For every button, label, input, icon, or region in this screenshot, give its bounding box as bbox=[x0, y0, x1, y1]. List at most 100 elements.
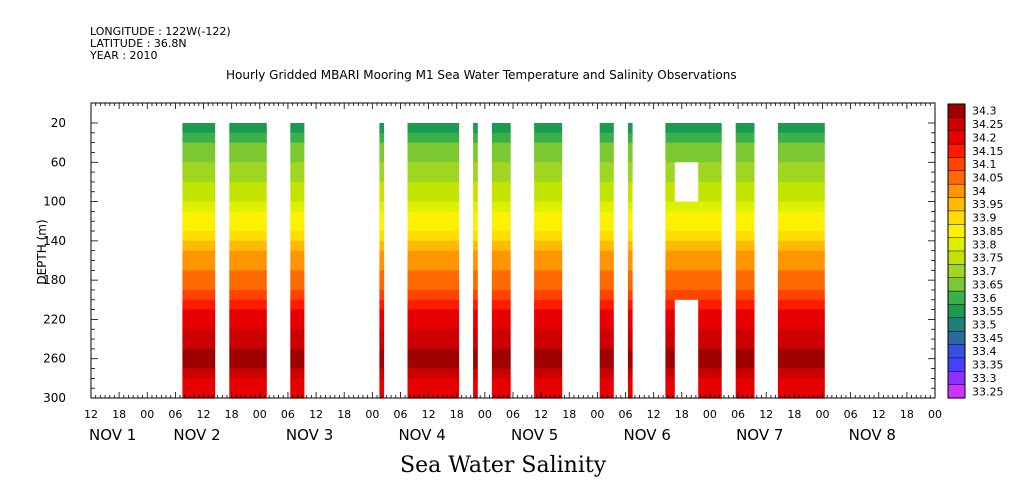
salinity-cell bbox=[407, 152, 460, 163]
salinity-cell bbox=[182, 172, 216, 183]
x-tick-label: 06 bbox=[281, 408, 295, 421]
salinity-cell bbox=[182, 299, 216, 311]
legend-swatch bbox=[947, 143, 966, 158]
x-tick-label: 06 bbox=[506, 408, 520, 421]
salinity-cell bbox=[534, 368, 563, 379]
x-day-label: NOV 7 bbox=[736, 426, 783, 444]
y-tick-label: 60 bbox=[51, 155, 66, 169]
salinity-cell bbox=[777, 240, 825, 252]
x-tick-label: 00 bbox=[253, 408, 267, 421]
data-segment bbox=[182, 123, 216, 399]
salinity-cell bbox=[599, 299, 614, 311]
salinity-cell bbox=[665, 290, 722, 301]
salinity-cell bbox=[777, 388, 825, 399]
salinity-cell bbox=[735, 368, 755, 379]
salinity-cell bbox=[534, 329, 563, 340]
data-segment bbox=[290, 123, 305, 399]
salinity-cell bbox=[665, 142, 722, 153]
salinity-cell bbox=[379, 319, 385, 330]
salinity-cell bbox=[665, 132, 722, 144]
legend-swatch bbox=[947, 277, 966, 292]
data-segment bbox=[534, 123, 563, 399]
salinity-cell bbox=[473, 201, 478, 212]
data-segment bbox=[473, 123, 478, 399]
salinity-cell bbox=[735, 270, 755, 281]
salinity-cell bbox=[627, 388, 633, 399]
x-tick-label: 12 bbox=[872, 408, 886, 421]
longitude-label: LONGITUDE : 122W(-122) bbox=[90, 25, 231, 38]
salinity-cell bbox=[777, 280, 825, 291]
salinity-cell bbox=[290, 181, 305, 193]
salinity-cell bbox=[534, 299, 563, 311]
salinity-cell bbox=[735, 142, 755, 153]
salinity-cell bbox=[534, 123, 563, 134]
salinity-cell bbox=[290, 339, 305, 350]
salinity-cell bbox=[290, 152, 305, 163]
salinity-cell bbox=[735, 181, 755, 193]
salinity-cell bbox=[534, 132, 563, 144]
salinity-cell bbox=[491, 152, 511, 163]
salinity-cell bbox=[627, 181, 633, 193]
salinity-cell bbox=[290, 388, 305, 399]
salinity-cell bbox=[599, 378, 614, 389]
legend-swatch bbox=[947, 237, 966, 252]
salinity-cell bbox=[407, 201, 460, 212]
x-tick-label: 12 bbox=[197, 408, 211, 421]
x-tick-label: 00 bbox=[140, 408, 154, 421]
salinity-cell bbox=[777, 123, 825, 134]
salinity-cell bbox=[473, 309, 478, 320]
salinity-cell bbox=[379, 191, 385, 203]
legend-swatch bbox=[947, 250, 966, 265]
salinity-cell bbox=[665, 201, 722, 212]
salinity-cell bbox=[379, 172, 385, 183]
salinity-cell bbox=[599, 181, 614, 193]
legend-label: 34.15 bbox=[972, 145, 1004, 158]
salinity-cell bbox=[777, 250, 825, 262]
salinity-cell bbox=[407, 181, 460, 193]
salinity-cell bbox=[735, 123, 755, 134]
salinity-cell bbox=[379, 123, 385, 134]
salinity-cell bbox=[407, 358, 460, 370]
salinity-cell bbox=[534, 270, 563, 281]
salinity-cell bbox=[534, 240, 563, 252]
data-segment bbox=[379, 123, 385, 399]
salinity-cell bbox=[491, 260, 511, 271]
salinity-cell bbox=[534, 280, 563, 291]
salinity-cell bbox=[229, 378, 267, 389]
salinity-cell bbox=[735, 358, 755, 370]
salinity-cell bbox=[735, 339, 755, 350]
salinity-cell bbox=[491, 123, 511, 134]
legend-label: 34 bbox=[972, 185, 986, 198]
salinity-cell bbox=[735, 260, 755, 271]
salinity-cell bbox=[182, 191, 216, 203]
salinity-cell bbox=[599, 329, 614, 340]
salinity-cell bbox=[491, 211, 511, 222]
legend-swatch bbox=[947, 103, 966, 118]
salinity-cell bbox=[491, 348, 511, 360]
year-label: YEAR : 2010 bbox=[90, 49, 158, 62]
salinity-cell bbox=[777, 339, 825, 350]
salinity-cell bbox=[229, 231, 267, 242]
salinity-cell bbox=[599, 142, 614, 153]
salinity-cell bbox=[182, 290, 216, 301]
missing-data-gap bbox=[674, 299, 699, 398]
y-tick-label: 100 bbox=[43, 195, 66, 209]
legend-label: 33.7 bbox=[972, 265, 997, 278]
x-day-label: NOV 2 bbox=[173, 426, 220, 444]
legend-swatch bbox=[947, 344, 966, 359]
salinity-cell bbox=[665, 280, 722, 291]
salinity-cell bbox=[473, 231, 478, 242]
salinity-cell bbox=[777, 378, 825, 389]
salinity-cell bbox=[665, 260, 722, 271]
legend-swatch bbox=[947, 304, 966, 319]
salinity-cell bbox=[473, 240, 478, 252]
x-tick-label: 00 bbox=[478, 408, 492, 421]
salinity-cell bbox=[599, 162, 614, 173]
y-axis-label: DEPTH (m) bbox=[35, 219, 49, 284]
axes: 12 18 00 06 12 18 00 06 12 18 00 06 12 18 00 06 12 18 00 06… bbox=[35, 103, 942, 444]
x-tick-label: 18 bbox=[562, 408, 576, 421]
salinity-cell bbox=[473, 221, 478, 232]
salinity-cell bbox=[379, 309, 385, 320]
x-tick-label: 12 bbox=[84, 408, 98, 421]
